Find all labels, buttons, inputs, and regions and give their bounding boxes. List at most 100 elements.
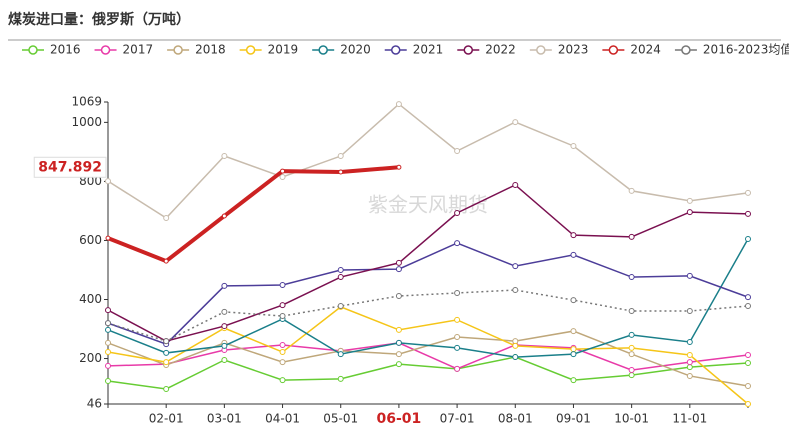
- chart-title: 煤炭进口量：俄罗斯（万吨）: [8, 11, 190, 28]
- point: [454, 344, 461, 351]
- point: [512, 263, 519, 270]
- point: [628, 351, 635, 358]
- point: [686, 308, 693, 315]
- point: [221, 342, 228, 349]
- point: [337, 351, 344, 358]
- point: [454, 316, 461, 323]
- point: [105, 178, 111, 185]
- point: [163, 215, 170, 222]
- legend-marker: [173, 45, 183, 55]
- point: [395, 361, 402, 368]
- y-tick-label: 1069: [71, 95, 102, 109]
- point: [686, 359, 693, 366]
- legend-marker: [318, 45, 328, 55]
- point: [163, 338, 170, 345]
- point: [279, 377, 286, 384]
- point: [280, 168, 286, 174]
- point: [745, 210, 751, 217]
- point: [221, 282, 228, 289]
- point: [686, 272, 693, 279]
- point: [105, 326, 111, 333]
- point: [279, 282, 286, 289]
- point: [512, 119, 519, 126]
- point: [105, 377, 111, 384]
- point: [105, 320, 111, 327]
- point: [628, 233, 635, 240]
- point: [745, 294, 751, 301]
- legend-label: 2018: [195, 43, 226, 57]
- axis-pointer-box: [33, 156, 107, 178]
- series-line: [107, 289, 749, 342]
- point: [628, 367, 635, 374]
- x-tick-label: 04-01: [265, 412, 300, 426]
- series-line: [107, 238, 749, 358]
- point: [221, 153, 228, 160]
- point: [279, 341, 286, 348]
- legend-marker: [390, 45, 401, 55]
- point: [105, 235, 111, 241]
- legend-marker: [463, 45, 474, 55]
- point: [454, 333, 461, 340]
- x-tick-label: 08-01: [498, 412, 533, 426]
- point: [395, 101, 402, 108]
- legend-label: 2020: [340, 43, 371, 57]
- point: [570, 251, 577, 258]
- series-line: [107, 356, 749, 390]
- point: [454, 148, 461, 155]
- point: [454, 209, 461, 216]
- point: [454, 240, 461, 247]
- point: [337, 266, 344, 273]
- x-tick-label: 02-01: [149, 412, 184, 426]
- point: [745, 359, 751, 366]
- x-tick-label: 06-01: [377, 411, 422, 427]
- point: [337, 274, 344, 281]
- point: [745, 351, 751, 358]
- point: [570, 142, 577, 149]
- point: [512, 354, 519, 361]
- point: [512, 342, 519, 349]
- point: [221, 213, 227, 219]
- point: [221, 323, 228, 330]
- point: [163, 349, 170, 356]
- point: [279, 349, 286, 356]
- point: [279, 173, 286, 180]
- point: [628, 274, 635, 281]
- legend-label: 2022: [485, 43, 516, 57]
- point: [337, 302, 344, 309]
- point: [279, 359, 286, 366]
- series-line: [107, 184, 749, 342]
- point: [570, 297, 577, 304]
- legend-marker: [681, 45, 691, 55]
- point: [454, 365, 461, 372]
- point: [570, 328, 577, 335]
- point: [221, 357, 228, 364]
- legend-marker: [536, 45, 546, 55]
- legend-label: 2017: [123, 43, 154, 57]
- x-tick-label: 07-01: [440, 412, 475, 426]
- legend-label: 2021: [413, 43, 444, 57]
- point: [454, 290, 461, 297]
- point: [686, 339, 693, 346]
- point: [337, 375, 344, 382]
- legend-label: 2023: [558, 43, 589, 57]
- point: [686, 372, 693, 379]
- point: [570, 346, 577, 353]
- point: [279, 313, 286, 320]
- legend-label: 2016: [50, 43, 81, 57]
- point: [105, 339, 111, 346]
- series-line: [107, 103, 749, 219]
- point: [337, 153, 344, 160]
- point: [512, 181, 519, 188]
- point: [686, 209, 693, 216]
- y-tick-label: 200: [79, 351, 102, 365]
- legend-marker: [608, 45, 619, 55]
- point: [570, 377, 577, 384]
- series-line: [107, 165, 400, 264]
- point: [628, 344, 635, 351]
- point: [105, 362, 111, 369]
- legend-marker: [245, 45, 256, 55]
- point: [395, 292, 402, 299]
- x-tick-label: 03-01: [207, 412, 242, 426]
- x-tick-label: 05-01: [323, 412, 358, 426]
